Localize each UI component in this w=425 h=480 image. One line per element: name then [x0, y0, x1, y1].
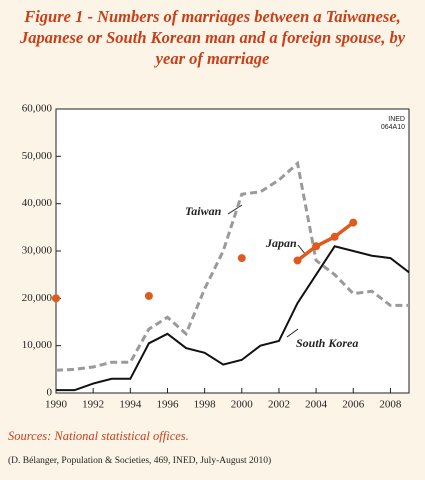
x-tick-label: 2000 — [231, 399, 254, 411]
point — [52, 294, 60, 303]
x-tick-label: 1998 — [194, 399, 217, 411]
y-tick-label: 10,000 — [22, 339, 53, 351]
point — [312, 242, 321, 251]
y-tick-label: 0 — [47, 387, 53, 399]
series-label: Japan — [265, 236, 297, 250]
citation: (D. Bélanger, Population & Societies, 46… — [8, 455, 271, 466]
code: 064A10 — [381, 124, 405, 131]
pointer — [286, 328, 299, 338]
x-tick-label: 1992 — [82, 399, 104, 411]
x-tick-label: 2008 — [379, 399, 402, 411]
y-tick-label: 60,000 — [22, 103, 53, 115]
x-tick-label: 1996 — [156, 399, 179, 411]
x-tick-label: 2004 — [305, 399, 328, 411]
point — [349, 218, 358, 227]
x-tick-label: 2006 — [342, 399, 365, 411]
line — [55, 160, 409, 372]
x-tick-label: 2002 — [268, 399, 290, 411]
y-tick-label: 30,000 — [22, 245, 53, 257]
line — [56, 245, 410, 392]
x-tick-label: 1990 — [45, 399, 68, 411]
point — [293, 256, 302, 265]
point — [237, 254, 246, 263]
point — [330, 232, 339, 241]
source: Sources: National statistical offices. — [8, 429, 189, 443]
x-tick-label: 1994 — [119, 399, 142, 411]
pointer — [227, 204, 243, 215]
series-label: Taiwan — [185, 204, 222, 218]
y-tick-label: 40,000 — [22, 197, 53, 209]
y-tick-label: 20,000 — [22, 292, 53, 304]
y-tick-label: 50,000 — [22, 150, 53, 162]
code: INED — [388, 116, 405, 123]
point — [144, 291, 153, 300]
chart-title: Figure 1 - Numbers of marriages between … — [19, 7, 406, 68]
line — [296, 221, 355, 262]
series-label: South Korea — [296, 336, 358, 350]
